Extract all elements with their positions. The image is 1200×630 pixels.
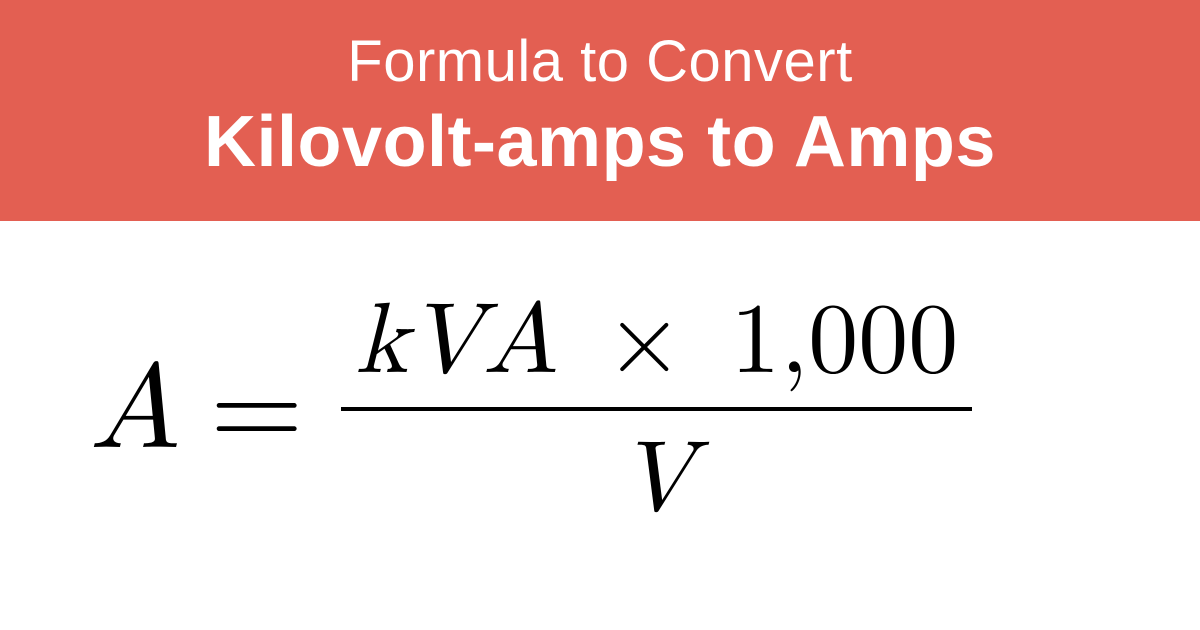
formula-lhs: A xyxy=(90,351,180,471)
formula-fraction: kVA × 1,000 V xyxy=(341,287,972,535)
equals-sign: = xyxy=(210,351,303,471)
numerator-constant: 1,000 xyxy=(730,292,958,392)
header-banner: Formula to Convert Kilovolt-amps to Amps xyxy=(0,0,1200,221)
numerator-operator: × xyxy=(591,292,697,392)
formula-denominator: V xyxy=(619,411,694,535)
formula: A = kVA × 1,000 V xyxy=(90,287,972,535)
formula-numerator: kVA × 1,000 xyxy=(341,287,972,407)
header-subtitle: Formula to Convert xyxy=(20,28,1180,95)
formula-area: A = kVA × 1,000 V xyxy=(0,221,1200,601)
numerator-variable: kVA xyxy=(355,292,558,392)
header-title: Kilovolt-amps to Amps xyxy=(20,101,1180,183)
